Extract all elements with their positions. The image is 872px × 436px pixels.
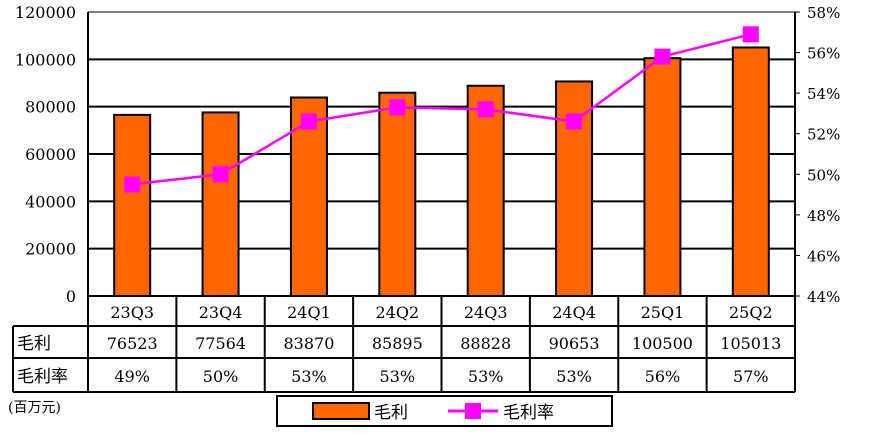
left-axis-tick: 120000 <box>15 3 76 22</box>
category-label: 24Q2 <box>375 303 419 322</box>
gross-profit-cell: 77564 <box>195 334 246 353</box>
right-axis-tick: 44% <box>807 288 840 306</box>
margin-point-23Q4 <box>212 166 229 183</box>
gross-profit-cell: 105013 <box>720 334 781 353</box>
gross-margin-cell: 53% <box>556 367 592 386</box>
right-axis-tick: 54% <box>807 85 840 103</box>
margin-point-24Q4 <box>566 113 583 130</box>
gross-margin-cell: 49% <box>114 367 150 386</box>
category-label: 25Q1 <box>641 303 685 322</box>
gross-margin-cell: 53% <box>380 367 416 386</box>
left-axis-tick: 40000 <box>25 192 76 211</box>
category-label: 23Q3 <box>110 303 154 322</box>
margin-point-24Q3 <box>477 101 494 118</box>
margin-line <box>132 33 752 186</box>
bar-25Q1 <box>643 57 682 298</box>
left-axis-tick: 60000 <box>25 145 76 164</box>
margin-point-24Q1 <box>300 113 317 130</box>
right-axis-tick: 48% <box>807 207 840 225</box>
gross-margin-cell: 56% <box>645 367 681 386</box>
left-axis-tick: 80000 <box>25 98 76 117</box>
category-label: 24Q3 <box>464 303 508 322</box>
bar-24Q2 <box>378 91 417 297</box>
gross-profit-cell: 76523 <box>107 334 158 353</box>
row-label-gross-profit: 毛利 <box>17 334 51 354</box>
category-label: 23Q4 <box>199 303 243 322</box>
gross-profit-cell: 88828 <box>460 334 511 353</box>
category-label: 24Q4 <box>552 303 596 322</box>
margin-point-24Q2 <box>389 99 406 116</box>
gross-margin-cell: 57% <box>733 367 769 386</box>
legend-label-bar: 毛利 <box>374 403 408 423</box>
bar-23Q4 <box>201 111 240 297</box>
left-axis-tick: 0 <box>66 287 76 306</box>
left-axis-tick: 100000 <box>15 50 76 69</box>
bar-25Q2 <box>731 46 770 297</box>
gross-margin-cell: 50% <box>203 367 239 386</box>
margin-point-25Q2 <box>742 26 759 43</box>
gross-profit-cell: 90653 <box>549 334 600 353</box>
unit-note: (百万元) <box>8 400 61 416</box>
left-axis-tick: 20000 <box>25 240 76 259</box>
gross-profit-cell: 83870 <box>283 334 334 353</box>
right-axis-tick: 46% <box>807 247 840 265</box>
legend-swatch-bar <box>312 402 370 420</box>
right-axis-tick: 58% <box>807 4 840 22</box>
row-label-gross-margin: 毛利率 <box>17 367 68 387</box>
margin-point-23Q3 <box>124 176 141 193</box>
legend-swatch-marker <box>465 403 481 419</box>
margin-point-25Q1 <box>654 48 671 65</box>
right-axis-tick: 50% <box>807 166 840 184</box>
gross-profit-cell: 100500 <box>632 334 693 353</box>
gross-margin-cell: 53% <box>468 367 504 386</box>
gross-margin-cell: 53% <box>291 367 327 386</box>
right-axis-tick: 56% <box>807 45 840 63</box>
category-label: 24Q1 <box>287 303 331 322</box>
gross-profit-cell: 85895 <box>372 334 423 353</box>
right-axis-tick: 52% <box>807 126 840 144</box>
legend-label-line: 毛利率 <box>503 403 554 423</box>
category-label: 25Q2 <box>729 303 773 322</box>
bar-23Q3 <box>113 113 152 297</box>
